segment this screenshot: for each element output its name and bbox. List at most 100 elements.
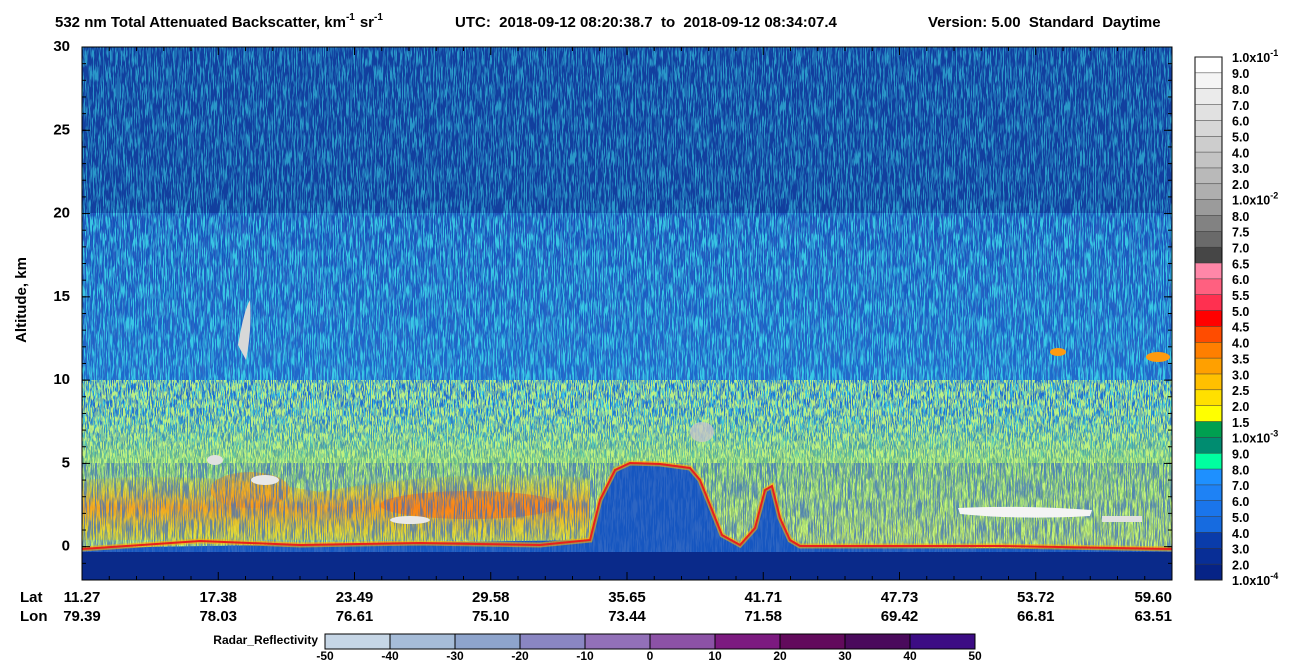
radar-tick-label: -10: [576, 649, 594, 663]
colorbar-label-mantissa: 1.0x10: [1232, 432, 1270, 446]
x-tick-label: 35.65: [608, 589, 646, 606]
colorbar-label: 9.0: [1232, 448, 1249, 462]
colorbar-label: 1.0x10-3: [1232, 429, 1278, 446]
colorbar-label: 5.0: [1232, 305, 1249, 319]
x-tick-label: 78.03: [199, 608, 237, 625]
colorbar-band: [1195, 294, 1222, 311]
x-tick-label: 59.60: [1134, 589, 1172, 606]
title-utc: UTC: 2018-09-12 08:20:38.7 to 2018-09-12…: [455, 14, 838, 31]
colorbar-band: [1195, 421, 1222, 438]
colorbar-label: 3.0: [1232, 368, 1249, 382]
colorbar-band: [1195, 548, 1222, 565]
colorbar-band: [1195, 532, 1222, 549]
colorbar-label-mantissa: 1.0x10: [1232, 51, 1270, 65]
colorbar-band: [1195, 326, 1222, 343]
x-tick-label: 23.49: [336, 589, 374, 606]
colorbar-band: [1195, 199, 1222, 216]
colorbar-label: 5.0: [1232, 131, 1249, 145]
colorbar-band: [1195, 247, 1222, 264]
x-tick-label: 71.58: [744, 608, 782, 625]
colorbar-band: [1195, 72, 1222, 89]
radar-band: [910, 634, 975, 649]
colorbar-band: [1195, 405, 1222, 422]
y-tick-label: 5: [62, 454, 70, 471]
colorbar-label: 2.0: [1232, 178, 1249, 192]
radar-tick-label: 50: [968, 649, 982, 663]
colorbar-band: [1195, 183, 1222, 200]
colorbar-label: 8.0: [1232, 463, 1249, 477]
radar-band: [585, 634, 650, 649]
colorbar-band: [1195, 88, 1222, 105]
colorbar-label-exponent: -2: [1270, 191, 1278, 201]
radar-tick-label: 40: [903, 649, 917, 663]
colorbar-band: [1195, 516, 1222, 533]
radar-tick-label: -40: [381, 649, 399, 663]
colorbar-label: 1.5: [1232, 416, 1249, 430]
x-tick-label: 69.42: [881, 608, 919, 625]
x-tick-label: 53.72: [1017, 589, 1055, 606]
colorbar-label: 1.0x10-1: [1232, 48, 1278, 65]
x-tick-label: 79.39: [63, 608, 101, 625]
colorbar-label: 2.0: [1232, 558, 1249, 572]
x-tick-label: 41.71: [744, 589, 782, 606]
radar-band: [390, 634, 455, 649]
colorbar-band: [1195, 564, 1222, 580]
y-tick-label: 15: [53, 288, 70, 305]
colorbar-label: 3.0: [1232, 162, 1249, 176]
colorbar-label: 4.0: [1232, 146, 1249, 160]
colorbar-band: [1195, 167, 1222, 184]
x-row-title: Lon: [20, 608, 48, 625]
y-tick-label: 10: [53, 371, 70, 388]
colorbar-label-mantissa: 1.0x10: [1232, 194, 1270, 208]
colorbar-band: [1195, 437, 1222, 454]
radar-band: [325, 634, 390, 649]
colorbar-label: 5.0: [1232, 511, 1249, 525]
colorbar-label: 9.0: [1232, 67, 1249, 81]
colorbar-band: [1195, 215, 1222, 232]
colorbar-label: 7.5: [1232, 226, 1249, 240]
title-exponent: -1: [346, 12, 355, 23]
title-unit: sr: [360, 14, 374, 31]
colorbar-label: 6.5: [1232, 257, 1249, 271]
colorbar-band: [1195, 389, 1222, 406]
colorbar-band: [1195, 469, 1222, 485]
colorbar-label-exponent: -4: [1270, 571, 1278, 581]
radar-tick-label: 30: [838, 649, 852, 663]
x-tick-label: 63.51: [1134, 608, 1172, 625]
colorbar-label: 6.0: [1232, 115, 1249, 129]
colorbar-label: 2.0: [1232, 400, 1249, 414]
x-tick-label: 75.10: [472, 608, 510, 625]
colorbar-label: 4.0: [1232, 527, 1249, 541]
x-tick-label: 47.73: [881, 589, 919, 606]
colorbar-label-exponent: -1: [1270, 48, 1278, 58]
x-tick-label: 73.44: [608, 608, 646, 625]
colorbar-band: [1195, 310, 1222, 327]
colorbar-band: [1195, 104, 1222, 121]
y-tick-label: 25: [53, 121, 70, 138]
colorbar-label: 5.5: [1232, 289, 1249, 303]
colorbar-label: 7.0: [1232, 241, 1249, 255]
radar-tick-label: -30: [446, 649, 464, 663]
curtain: [82, 47, 1172, 580]
colorbar-label: 3.0: [1232, 543, 1249, 557]
radar-tick-label: -50: [316, 649, 334, 663]
colorbar-label-exponent: -3: [1270, 429, 1278, 439]
colorbar-band: [1195, 484, 1222, 501]
x-tick-label: 17.38: [199, 589, 237, 606]
colorbar-band: [1195, 120, 1222, 137]
colorbar-label: 8.0: [1232, 210, 1249, 224]
radar-band: [520, 634, 585, 649]
colorbar-band: [1195, 152, 1222, 168]
radar-tick-label: 10: [708, 649, 722, 663]
colorbar-label: 2.5: [1232, 384, 1249, 398]
y-axis-label: Altitude, km: [13, 257, 30, 343]
colorbar-label: 1.0x10-4: [1232, 571, 1278, 588]
colorbar-band: [1195, 57, 1222, 73]
radar-band: [845, 634, 910, 649]
title-main: 532 nm Total Attenuated Backscatter, km: [55, 14, 346, 31]
colorbar-label: 7.0: [1232, 99, 1249, 113]
colorbar-label-mantissa: 1.0x10: [1232, 574, 1270, 588]
radar-band: [715, 634, 780, 649]
colorbar-band: [1195, 358, 1222, 374]
